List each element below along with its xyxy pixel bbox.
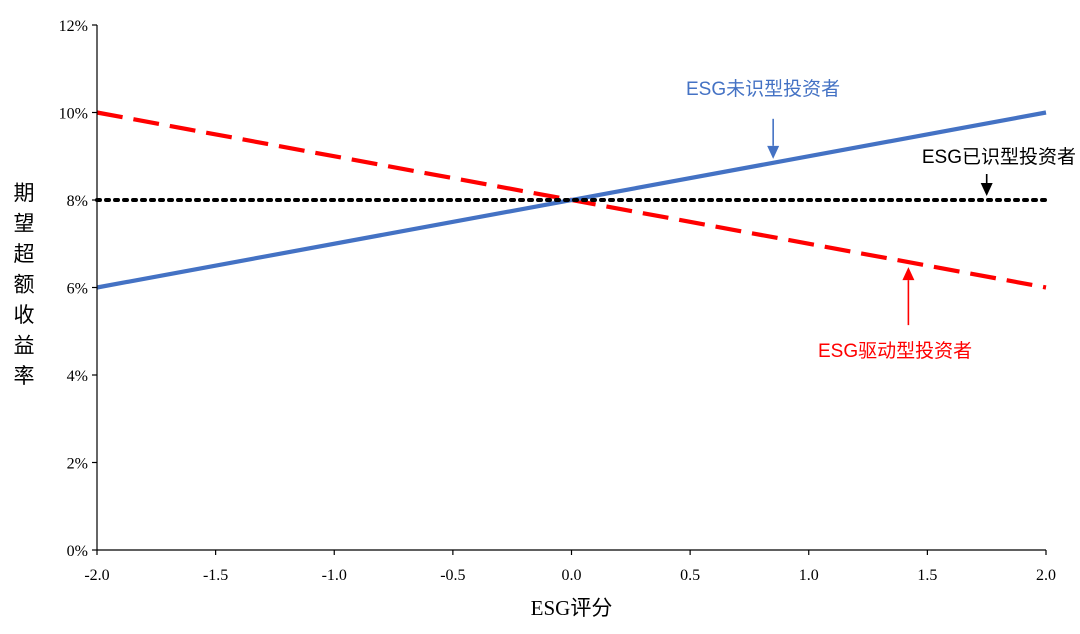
x-tick-label: -1.5	[203, 567, 228, 584]
series-line	[96, 110, 1047, 290]
annotation-arrow-head	[767, 145, 780, 159]
y-tick-label: 12%	[59, 18, 88, 35]
annotation-label: ESG已识型投资者	[922, 146, 1076, 168]
x-tick-label: 0.0	[562, 567, 582, 584]
x-tick-label: -2.0	[84, 567, 109, 584]
x-tick-label: -0.5	[440, 567, 465, 584]
axes: -2.0 -1.5 -1.0 -0.5 0.0 0.5 1.0 1.5 2.0 0% 2% 4% 6%…	[59, 18, 1056, 584]
x-tick-label: -1.0	[322, 567, 347, 584]
x-tick-label: 2.0	[1036, 567, 1056, 584]
y-tick-label: 4%	[67, 368, 88, 385]
x-ticks: -2.0 -1.5 -1.0 -0.5 0.0 0.5 1.0 1.5 2.0	[84, 550, 1056, 584]
y-tick-label: 2%	[67, 456, 88, 473]
y-tick-label: 0%	[67, 543, 88, 560]
y-tick-label: 8%	[67, 193, 88, 210]
annotations: ESG未识型投资者 ESG已识型投资者 ESG驱动型投资者	[686, 78, 1076, 362]
x-tick-label: 0.5	[680, 567, 700, 584]
y-tick-label: 10%	[59, 106, 88, 123]
y-tick-label: 6%	[67, 281, 88, 298]
annotation-arrow-head	[902, 267, 915, 281]
annotation-arrow-head	[980, 183, 993, 196]
x-tick-label: 1.5	[917, 567, 937, 584]
y-ticks: 0% 2% 4% 6% 8% 10% 12%	[59, 18, 97, 560]
annotation-label: ESG驱动型投资者	[818, 340, 972, 362]
plot-lines	[95, 110, 1048, 290]
x-tick-label: 1.0	[799, 567, 819, 584]
annotation-label: ESG未识型投资者	[686, 78, 840, 100]
y-axis-title: 期望超额收益率	[14, 181, 35, 388]
x-axis-title: ESG评分	[531, 596, 613, 620]
